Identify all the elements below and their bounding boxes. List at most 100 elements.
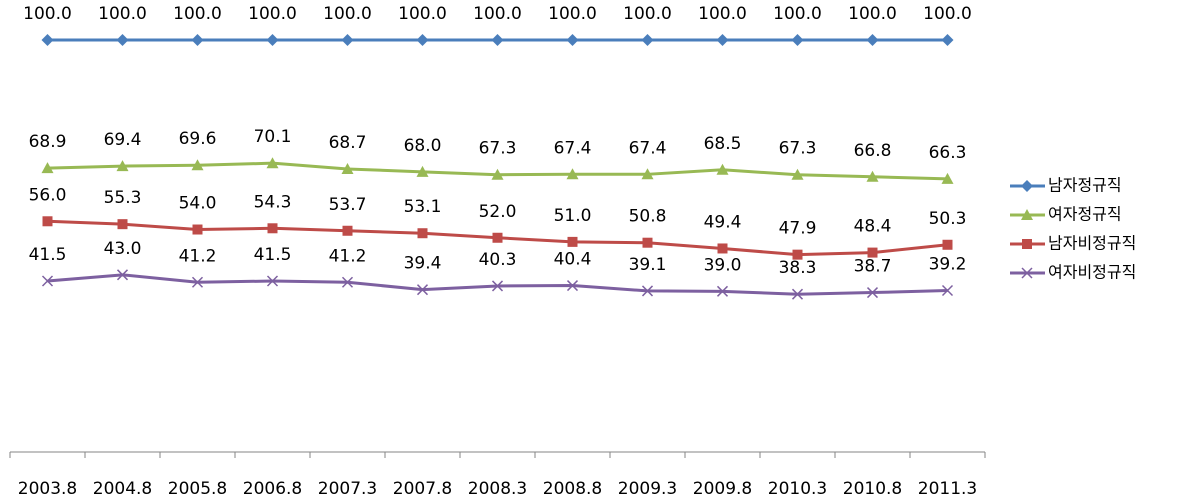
- data-label: 41.5: [254, 245, 292, 265]
- data-label: 54.3: [254, 192, 292, 212]
- data-point: [642, 237, 653, 248]
- data-label: 68.5: [704, 134, 742, 154]
- data-point: [941, 172, 954, 184]
- data-point: [942, 239, 953, 250]
- data-point: [341, 34, 354, 46]
- data-point: [867, 247, 878, 258]
- data-label: 66.8: [854, 141, 892, 161]
- data-label: 100.0: [398, 4, 447, 24]
- legend-marker: [1021, 267, 1033, 279]
- data-point: [267, 223, 278, 234]
- data-label: 100.0: [848, 4, 897, 24]
- data-label: 41.2: [179, 246, 217, 266]
- data-label: 100.0: [248, 4, 297, 24]
- data-point: [791, 288, 804, 300]
- data-point: [266, 34, 279, 46]
- data-point: [866, 287, 879, 299]
- data-point: [266, 275, 279, 287]
- data-label: 100.0: [923, 4, 972, 24]
- data-point: [116, 34, 129, 46]
- data-label: 100.0: [23, 4, 72, 24]
- x-tick-label: 2010.8: [843, 479, 902, 499]
- x-tick-label: 2006.8: [243, 479, 302, 499]
- x-tick-label: 2009.3: [618, 479, 677, 499]
- data-point: [491, 168, 504, 180]
- data-point: [792, 249, 803, 260]
- data-point: [716, 34, 729, 46]
- data-point: [191, 34, 204, 46]
- data-point: [41, 162, 54, 174]
- data-point: [492, 232, 503, 243]
- data-label: 51.0: [554, 206, 592, 226]
- data-point: [116, 269, 129, 281]
- data-label: 48.4: [854, 217, 892, 237]
- legend-marker: [1022, 239, 1032, 249]
- data-point: [341, 162, 354, 174]
- data-label: 39.0: [704, 255, 742, 275]
- data-label: 100.0: [323, 4, 372, 24]
- legend-label: 여자정규직: [1048, 205, 1122, 224]
- data-label: 50.3: [929, 209, 967, 229]
- data-label: 67.4: [629, 138, 667, 158]
- legend-label: 남자비정규직: [1048, 234, 1136, 253]
- x-tick-label: 2004.8: [93, 479, 152, 499]
- data-point: [566, 280, 579, 292]
- data-point: [716, 285, 729, 297]
- data-label: 68.7: [329, 133, 367, 153]
- data-point: [566, 168, 579, 180]
- data-point: [191, 159, 204, 171]
- x-tick-label: 2005.8: [168, 479, 227, 499]
- data-point: [491, 34, 504, 46]
- data-label: 66.3: [929, 143, 967, 163]
- data-label: 100.0: [98, 4, 147, 24]
- data-label: 69.4: [104, 130, 142, 150]
- legend-label: 여자비정규직: [1048, 263, 1136, 282]
- data-point: [117, 219, 128, 230]
- data-point: [41, 34, 54, 46]
- data-label: 68.0: [404, 136, 442, 156]
- data-point: [567, 236, 578, 247]
- data-point: [717, 243, 728, 254]
- data-point: [941, 284, 954, 297]
- data-point: [417, 228, 428, 239]
- data-point: [491, 280, 504, 292]
- data-point: [566, 34, 579, 46]
- x-tick-label: 2003.8: [18, 479, 77, 499]
- data-point: [41, 275, 54, 287]
- data-label: 100.0: [698, 4, 747, 24]
- data-label: 67.3: [779, 139, 817, 159]
- data-point: [416, 165, 429, 177]
- data-label: 54.0: [179, 194, 217, 214]
- data-point: [641, 168, 654, 180]
- x-tick-label: 2009.8: [693, 479, 752, 499]
- data-label: 67.3: [479, 139, 517, 159]
- x-tick-label: 2007.3: [318, 479, 377, 499]
- data-point: [116, 160, 129, 172]
- data-point: [641, 34, 654, 46]
- data-label: 38.3: [779, 258, 817, 278]
- x-tick-label: 2008.3: [468, 479, 527, 499]
- data-point: [342, 225, 353, 236]
- data-label: 40.4: [554, 250, 592, 270]
- x-tick-label: 2007.8: [393, 479, 452, 499]
- data-point: [341, 276, 354, 288]
- data-point: [416, 284, 429, 296]
- data-label: 100.0: [173, 4, 222, 24]
- data-label: 53.1: [404, 197, 442, 217]
- data-label: 47.9: [779, 219, 817, 239]
- data-label: 41.2: [329, 246, 367, 266]
- data-label: 38.7: [854, 257, 892, 277]
- data-label: 56.0: [29, 185, 67, 205]
- data-label: 39.2: [929, 254, 967, 274]
- data-label: 100.0: [623, 4, 672, 24]
- data-label: 55.3: [104, 188, 142, 208]
- data-label: 100.0: [473, 4, 522, 24]
- data-point: [791, 168, 804, 180]
- x-tick-label: 2008.8: [543, 479, 602, 499]
- data-label: 39.1: [629, 255, 667, 275]
- data-point: [266, 157, 279, 169]
- data-point: [416, 34, 429, 46]
